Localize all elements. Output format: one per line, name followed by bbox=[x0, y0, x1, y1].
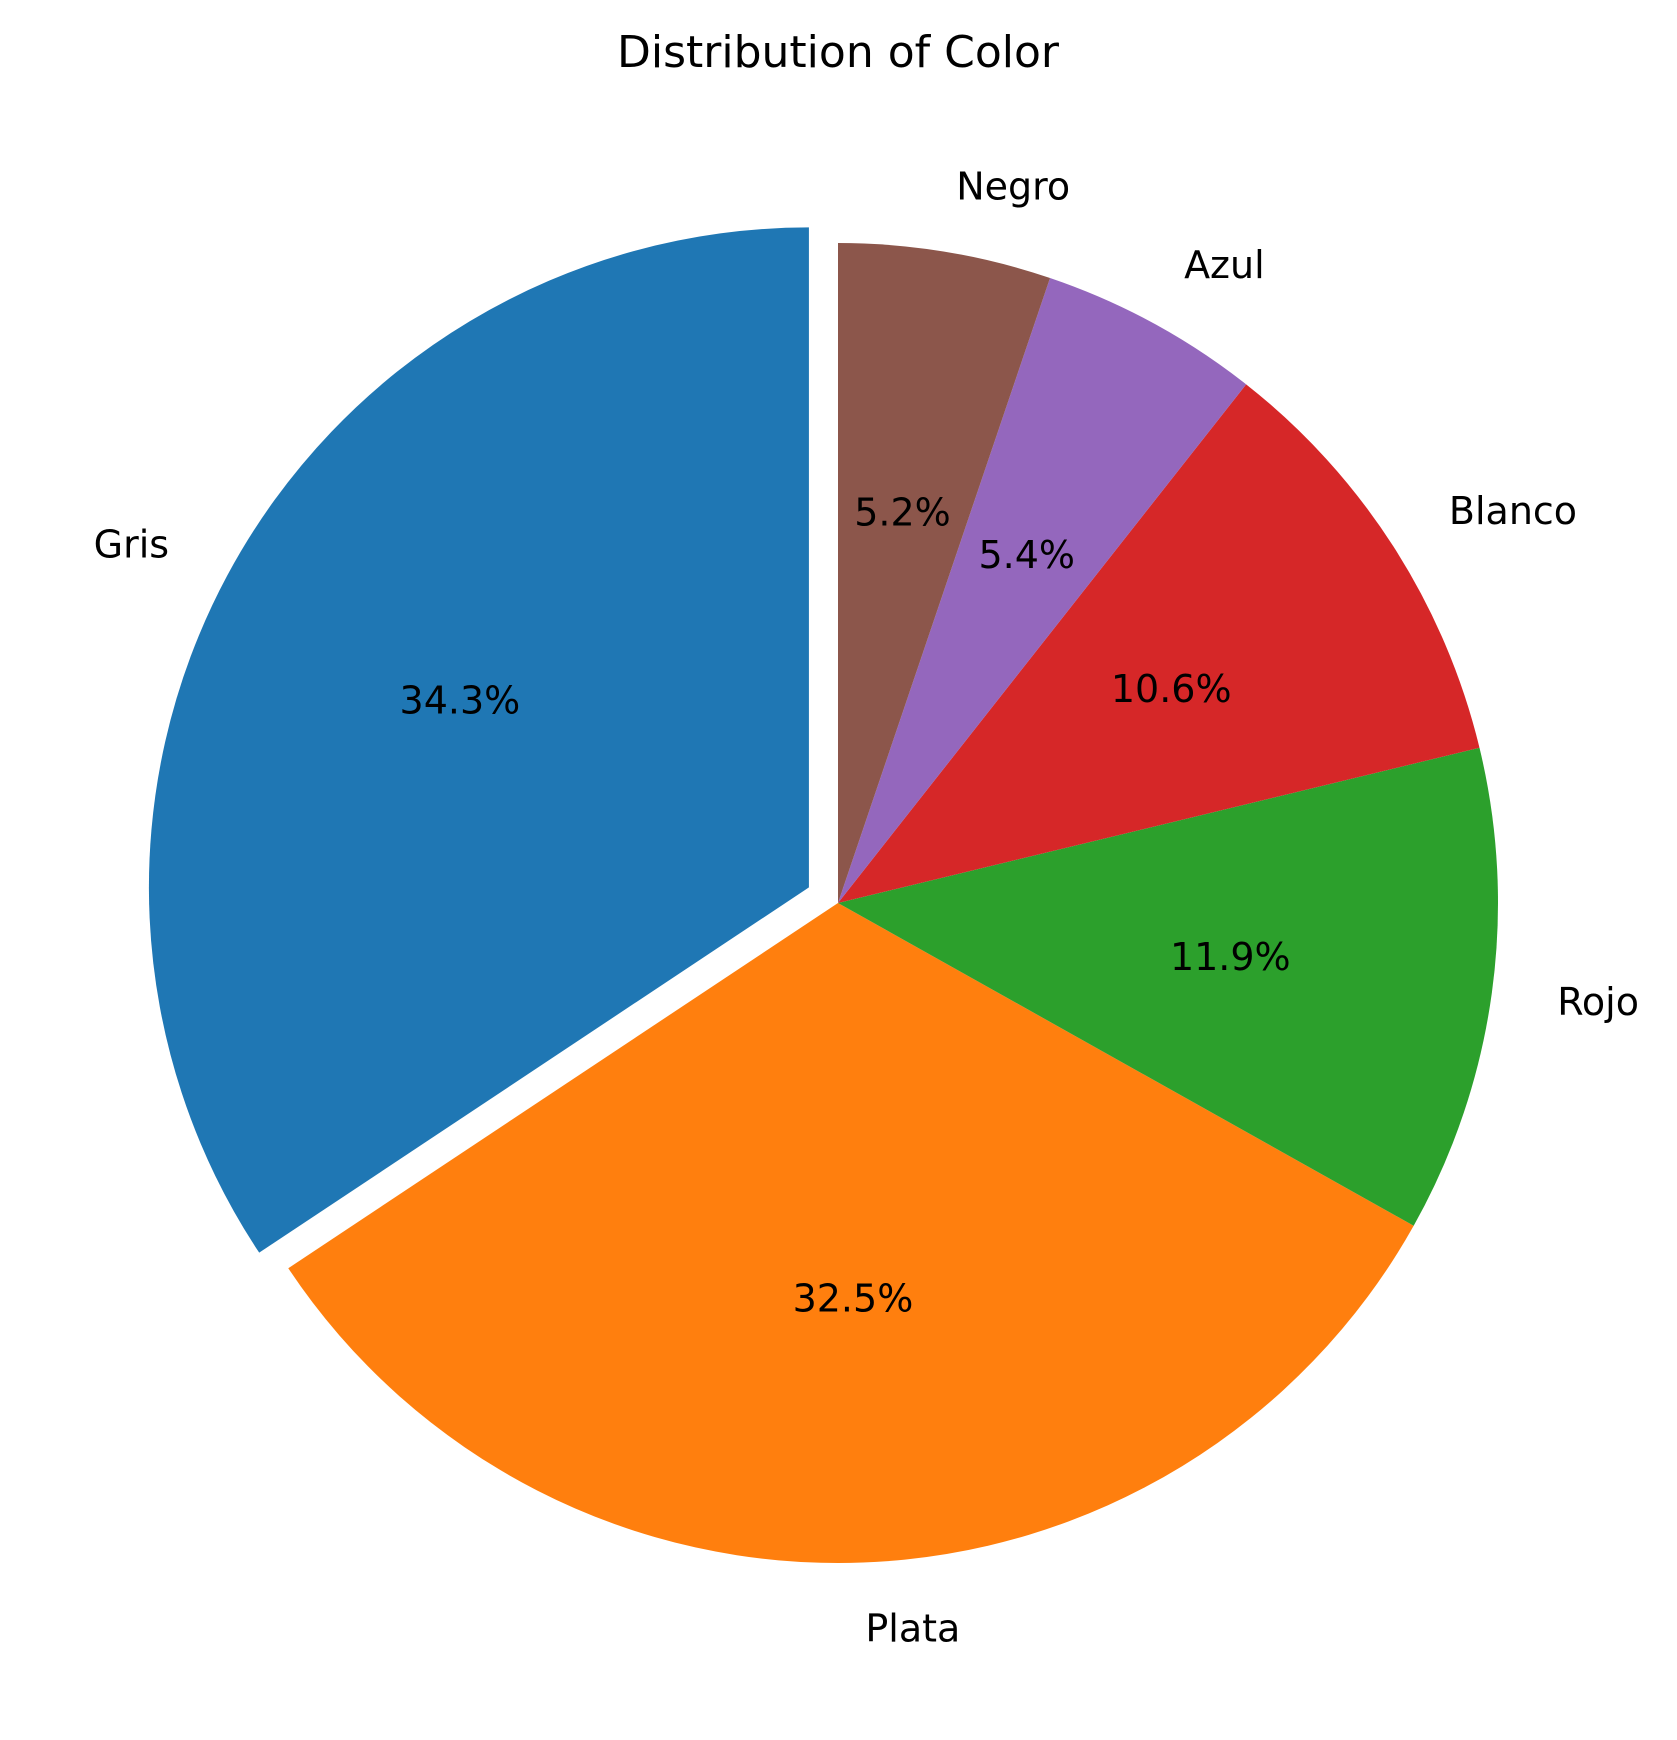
pie-labels: 34.3% Gris 32.5% Plata 11.9% Rojo 10.6% Blanco 5… bbox=[94, 165, 1639, 1651]
percent-label-rojo: 11.9% bbox=[1170, 935, 1291, 979]
percent-label-negro: 5.2% bbox=[854, 490, 951, 534]
category-label-gris: Gris bbox=[94, 522, 169, 566]
percent-label-plata: 32.5% bbox=[793, 1277, 914, 1321]
category-label-plata: Plata bbox=[865, 1606, 960, 1650]
category-label-azul: Azul bbox=[1184, 243, 1265, 287]
slice-azul bbox=[838, 277, 1247, 903]
slice-rojo bbox=[838, 747, 1498, 1226]
category-label-negro: Negro bbox=[956, 165, 1070, 209]
percent-label-gris: 34.3% bbox=[400, 678, 521, 722]
percent-label-azul: 5.4% bbox=[978, 533, 1075, 577]
slice-gris bbox=[148, 227, 809, 1253]
category-label-rojo: Rojo bbox=[1557, 980, 1639, 1024]
pie-slices bbox=[148, 227, 1498, 1563]
percent-label-blanco: 10.6% bbox=[1111, 667, 1232, 711]
slice-plata bbox=[288, 903, 1414, 1563]
slice-negro bbox=[838, 243, 1051, 903]
chart-title: Distribution of Color bbox=[617, 27, 1060, 78]
slice-blanco bbox=[838, 384, 1480, 903]
category-label-blanco: Blanco bbox=[1449, 489, 1577, 533]
